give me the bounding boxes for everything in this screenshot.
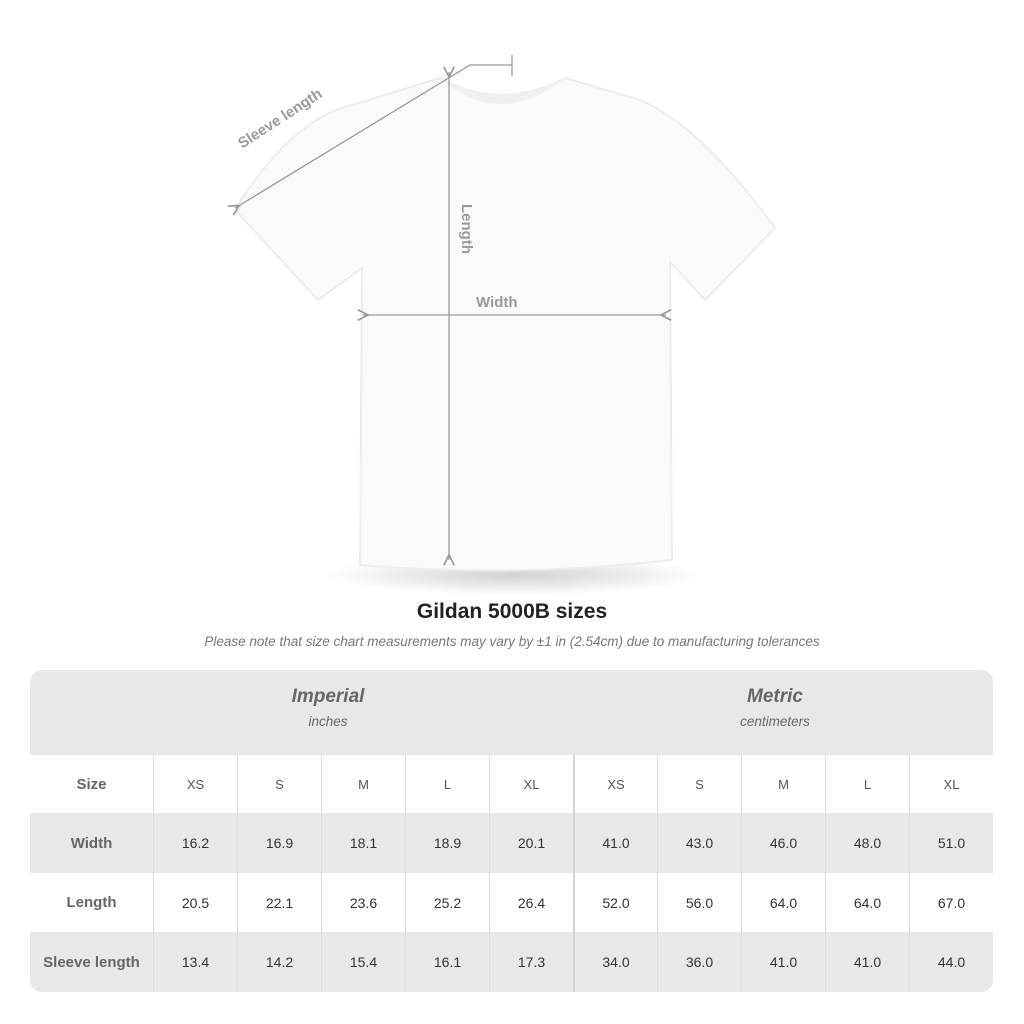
chart-title: Gildan 5000B sizes (416, 600, 608, 623)
unit-header: Imperial inches Metric centimeters (30, 670, 993, 755)
row-label: Size (76, 775, 107, 793)
table-cell: 18.9 (405, 813, 489, 873)
table-cell: 16.2 (153, 813, 237, 873)
length-label: Length (458, 204, 475, 254)
metric-header: Metric centimeters (565, 686, 985, 729)
table-cell: 13.4 (153, 932, 237, 992)
table-cell: 25.2 (405, 873, 489, 932)
table-cell: 46.0 (741, 813, 825, 873)
table-cell: XS (153, 755, 237, 813)
table-cell: 41.0 (825, 932, 909, 992)
collar (440, 78, 565, 104)
size-table: Imperial inches Metric centimeters Size X… (30, 670, 993, 992)
table-cell: 52.0 (573, 873, 657, 932)
table-cell: 16.9 (237, 813, 321, 873)
table-cell: 14.2 (237, 932, 321, 992)
row-label: Length (66, 894, 117, 911)
table-cell: 18.1 (321, 813, 405, 873)
tshirt-shape (233, 76, 777, 572)
table-cell: 48.0 (825, 813, 909, 873)
metric-unit: centimeters (740, 714, 810, 729)
table-cell: 41.0 (741, 932, 825, 992)
imperial-unit: inches (308, 714, 348, 729)
table-cell: XL (489, 755, 573, 813)
table-cell: 20.1 (489, 813, 573, 873)
size-row: Size XS S M L XL XS S M L XL (30, 755, 993, 813)
table-cell: L (825, 755, 909, 813)
metric-title: Metric (747, 686, 803, 707)
table-cell: 22.1 (237, 873, 321, 932)
table-cell: 44.0 (909, 932, 993, 992)
table-cell: 36.0 (657, 932, 741, 992)
row-label: Width (70, 834, 113, 852)
table-cell: XL (909, 755, 993, 813)
tolerance-note: Please note that size chart measurements… (204, 634, 820, 649)
table-cell: 26.4 (489, 873, 573, 932)
table-cell: XS (573, 755, 657, 813)
table-cell: M (741, 755, 825, 813)
table-cell: L (405, 755, 489, 813)
table-cell: 23.6 (321, 873, 405, 932)
table-cell: M (321, 755, 405, 813)
sleeve-length-arrow (235, 64, 512, 208)
table-cell: S (657, 755, 741, 813)
imperial-header: Imperial inches (118, 686, 538, 729)
table-cell: S (237, 755, 321, 813)
imperial-title: Imperial (291, 686, 365, 707)
tshirt-diagram (0, 55, 777, 595)
table-cell: 16.1 (405, 932, 489, 992)
width-label: Width (476, 294, 518, 311)
table-cell: 56.0 (657, 873, 741, 932)
table-cell: 34.0 (573, 932, 657, 992)
table-cell: 43.0 (657, 813, 741, 873)
table-row: Length 20.5 22.1 23.6 25.2 26.4 52.0 56.0 64.0 64… (30, 873, 993, 932)
table-cell: 64.0 (825, 873, 909, 932)
table-cell: 17.3 (489, 932, 573, 992)
table-row: Width 16.2 16.9 18.1 18.9 20.1 41.0 43.0 46.0 48.… (30, 813, 993, 873)
table-cell: 51.0 (909, 813, 993, 873)
row-label: Sleeve length (43, 953, 140, 971)
table-cell: 41.0 (573, 813, 657, 873)
table-row: Sleeve length 13.4 14.2 15.4 16.1 17.3 34.0 36.… (30, 932, 993, 992)
table-cell: 20.5 (153, 873, 237, 932)
table-cell: 64.0 (741, 873, 825, 932)
table-cell: 67.0 (909, 873, 993, 932)
table-cell: 15.4 (321, 932, 405, 992)
